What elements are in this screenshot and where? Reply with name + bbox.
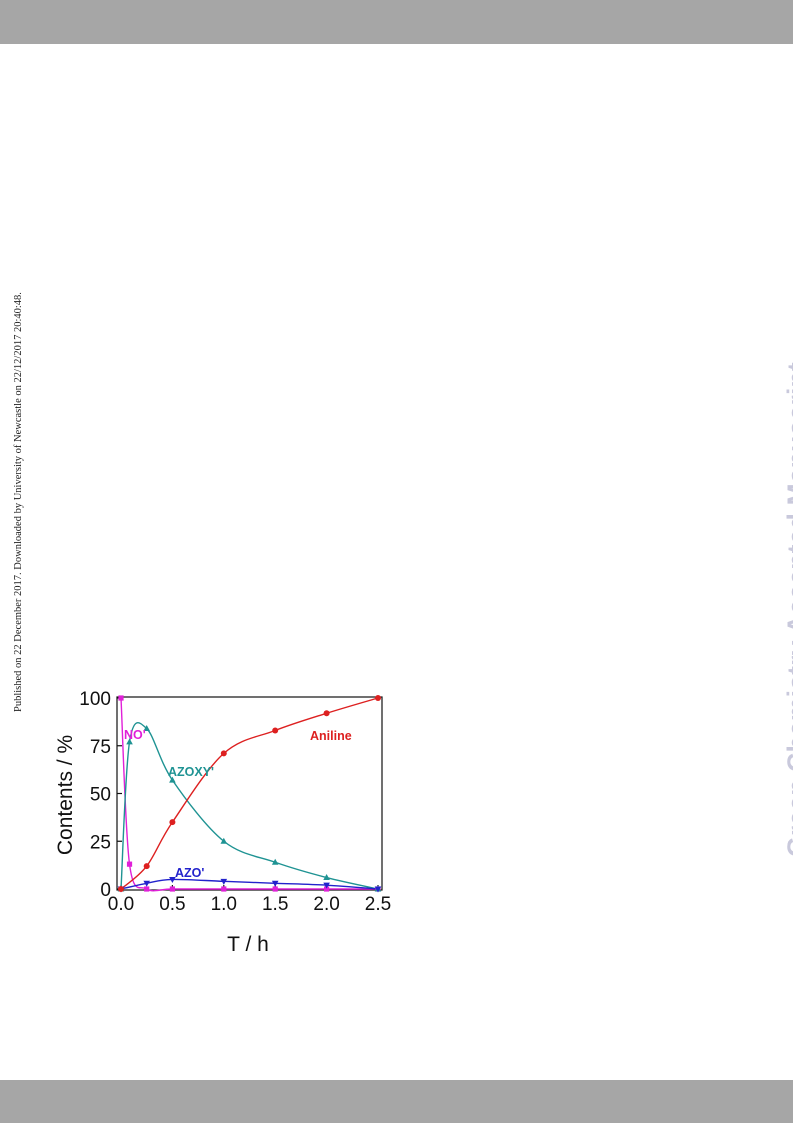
series-label-aniline: Aniline (310, 729, 352, 743)
y-tick-label: 0 (100, 880, 111, 901)
data-point-aniline (169, 819, 176, 826)
data-point-no (221, 886, 227, 892)
data-point-azo (374, 886, 382, 893)
data-point-no (272, 886, 278, 892)
data-point-azo (169, 876, 176, 883)
y-axis-title: Contents / % (54, 735, 77, 855)
data-point-azoxy (220, 837, 228, 844)
y-tick-label: 50 (90, 785, 111, 806)
x-tick-label: 0.5 (159, 894, 185, 915)
data-point-no (126, 861, 133, 867)
data-point-aniline (143, 863, 150, 870)
y-tick-label: 100 (79, 689, 111, 710)
x-axis-title: T / h (227, 933, 269, 956)
data-point-aniline (220, 750, 227, 757)
data-point-aniline (118, 886, 124, 892)
series-label-azoxy: AZOXY' (168, 765, 214, 779)
data-point-no (118, 695, 124, 701)
data-point-azoxy (323, 874, 330, 881)
watermark: Green Chemistry Accepted Manuscript (782, 362, 793, 857)
data-point-aniline (272, 727, 279, 734)
data-point-azo (220, 878, 228, 885)
plot-area (116, 696, 383, 891)
data-point-aniline (323, 710, 330, 717)
series-line-no (120, 697, 378, 892)
y-tick-label: 25 (90, 832, 111, 853)
data-point-azo (271, 880, 279, 887)
series-label-no: NO' (124, 728, 146, 742)
x-tick-label: 0.0 (108, 894, 134, 915)
data-point-no (169, 886, 175, 892)
data-point-azoxy (169, 776, 176, 783)
data-point-aniline (375, 695, 381, 701)
contents-vs-time-chart: 0.0 0.5 1.0 1.5 2.0 2.5 0 25 50 75 100 NO' AZOXY'… (54, 689, 391, 956)
x-tick-label: 1.0 (211, 894, 237, 915)
series-line-azoxy (120, 722, 379, 890)
data-point-azoxy (143, 725, 150, 732)
x-tick-label: 1.5 (262, 894, 288, 915)
y-tick-label: 75 (90, 737, 111, 758)
data-point-azo (323, 882, 330, 889)
footer-band (0, 1080, 793, 1123)
publication-note: Published on 22 December 2017. Downloade… (13, 292, 24, 712)
series-line-aniline (120, 697, 379, 890)
x-tick-label: 2.5 (365, 894, 391, 915)
data-point-azoxy (271, 858, 279, 865)
x-tick-label: 2.0 (313, 894, 339, 915)
header-band (0, 0, 793, 44)
data-point-no (324, 886, 330, 892)
data-point-no (144, 886, 150, 892)
data-point-azo (143, 880, 150, 887)
data-point-azoxy (126, 738, 133, 745)
series-label-azo: AZO' (175, 866, 204, 880)
